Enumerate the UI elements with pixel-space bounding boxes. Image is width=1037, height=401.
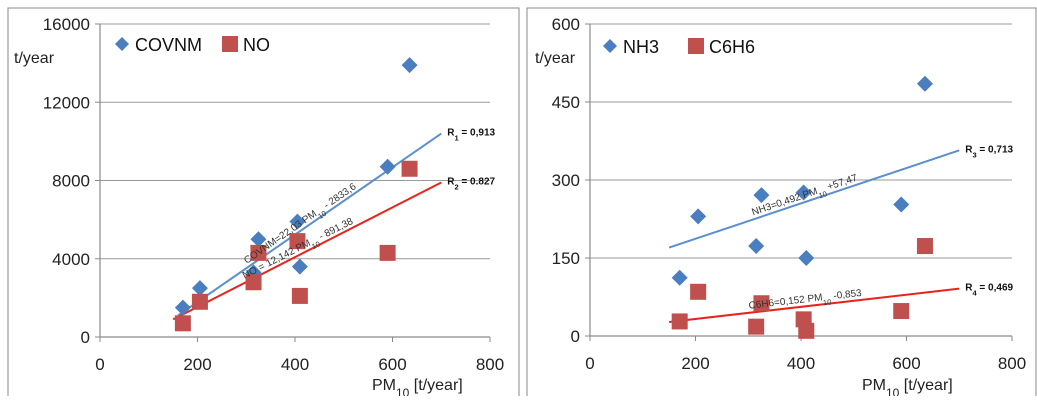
y-axis-label: t/year bbox=[535, 50, 576, 67]
point-nh3 bbox=[798, 250, 815, 266]
x-tick-label: 800 bbox=[998, 354, 1026, 373]
chart-panel-2: 0 150 300 450 600 0 200 400 600 800 t/year PM10 [t/… bbox=[535, 15, 1026, 400]
point-no bbox=[174, 315, 191, 332]
x-tick-label: 400 bbox=[281, 355, 309, 374]
y-tick-label: 0 bbox=[81, 328, 90, 347]
point-nh3 bbox=[690, 208, 707, 225]
r-value-no: R2 = 0.827 bbox=[447, 176, 495, 191]
point-c6h6 bbox=[748, 318, 765, 335]
trend-line-no bbox=[172, 181, 442, 321]
legend-label-c6h6: C6H6 bbox=[709, 37, 755, 57]
point-c6h6 bbox=[753, 295, 770, 312]
legend-marker-nh3 bbox=[603, 39, 617, 53]
y-tick-label: 0 bbox=[571, 327, 580, 346]
point-covnm bbox=[250, 231, 267, 248]
point-no bbox=[289, 233, 306, 250]
point-c6h6 bbox=[798, 322, 815, 339]
panel-frame-2 bbox=[526, 7, 1037, 401]
x-tick-label: 800 bbox=[476, 355, 504, 374]
point-no bbox=[379, 244, 396, 261]
x-axis-label: PM10 [t/year] bbox=[372, 377, 463, 396]
point-covnm bbox=[401, 57, 418, 74]
x-tick-label: 200 bbox=[183, 355, 211, 374]
x-tick-label: 600 bbox=[378, 355, 406, 374]
point-covnm bbox=[379, 158, 396, 175]
point-c6h6 bbox=[916, 238, 933, 255]
point-no bbox=[291, 287, 308, 304]
point-covnm bbox=[289, 213, 306, 230]
legend-marker-c6h6 bbox=[688, 38, 704, 54]
y-tick-label: 16000 bbox=[43, 15, 90, 34]
point-c6h6 bbox=[690, 283, 707, 300]
trend-line-covnm bbox=[177, 132, 442, 317]
trend-line-c6h6 bbox=[669, 287, 960, 323]
r-value-c6h6: R4 = 0,469 bbox=[965, 283, 1013, 298]
x-tick-label: 600 bbox=[892, 354, 920, 373]
y-tick-label: 4000 bbox=[52, 250, 90, 269]
point-nh3 bbox=[753, 187, 770, 204]
legend-label-covnm: COVNM bbox=[135, 35, 202, 55]
r-value-covnm: R1 = 0,913 bbox=[447, 128, 495, 143]
point-nh3 bbox=[893, 196, 910, 213]
point-no bbox=[401, 160, 418, 177]
point-nh3 bbox=[671, 269, 688, 286]
point-c6h6 bbox=[671, 313, 688, 330]
x-tick-label: 400 bbox=[787, 354, 815, 373]
point-no bbox=[245, 274, 262, 291]
point-c6h6 bbox=[893, 303, 910, 320]
y-tick-label: 12000 bbox=[43, 93, 90, 112]
point-no bbox=[191, 293, 208, 310]
point-covnm bbox=[291, 258, 308, 275]
x-tick-label: 0 bbox=[95, 355, 104, 374]
y-tick-label: 150 bbox=[552, 249, 580, 268]
point-covnm bbox=[174, 299, 191, 316]
x-tick-label: 200 bbox=[681, 354, 709, 373]
point-covnm bbox=[191, 280, 208, 297]
legend-label-nh3: NH3 bbox=[623, 37, 659, 57]
point-nh3 bbox=[748, 238, 765, 255]
y-tick-label: 600 bbox=[552, 15, 580, 34]
legend-marker-covnm bbox=[115, 37, 129, 51]
trend-line-nh3 bbox=[668, 149, 960, 249]
legend-label-no: NO bbox=[243, 35, 270, 55]
panel-frame-1 bbox=[7, 7, 520, 401]
y-axis-label: t/year bbox=[14, 50, 55, 67]
y-tick-label: 450 bbox=[552, 93, 580, 112]
x-axis-label: PM10 [t/year] bbox=[862, 377, 953, 396]
y-tick-label: 300 bbox=[552, 171, 580, 190]
chart-panel-1: 0 4000 8000 12000 16000 0 200 400 600 800 t/year PM… bbox=[14, 15, 504, 400]
r-value-nh3: R3 = 0,713 bbox=[965, 144, 1013, 159]
x-tick-label: 0 bbox=[585, 354, 594, 373]
point-nh3 bbox=[916, 75, 933, 92]
point-no bbox=[250, 244, 267, 261]
legend-marker-no bbox=[222, 36, 238, 52]
y-tick-label: 8000 bbox=[52, 172, 90, 191]
point-nh3 bbox=[795, 184, 812, 201]
